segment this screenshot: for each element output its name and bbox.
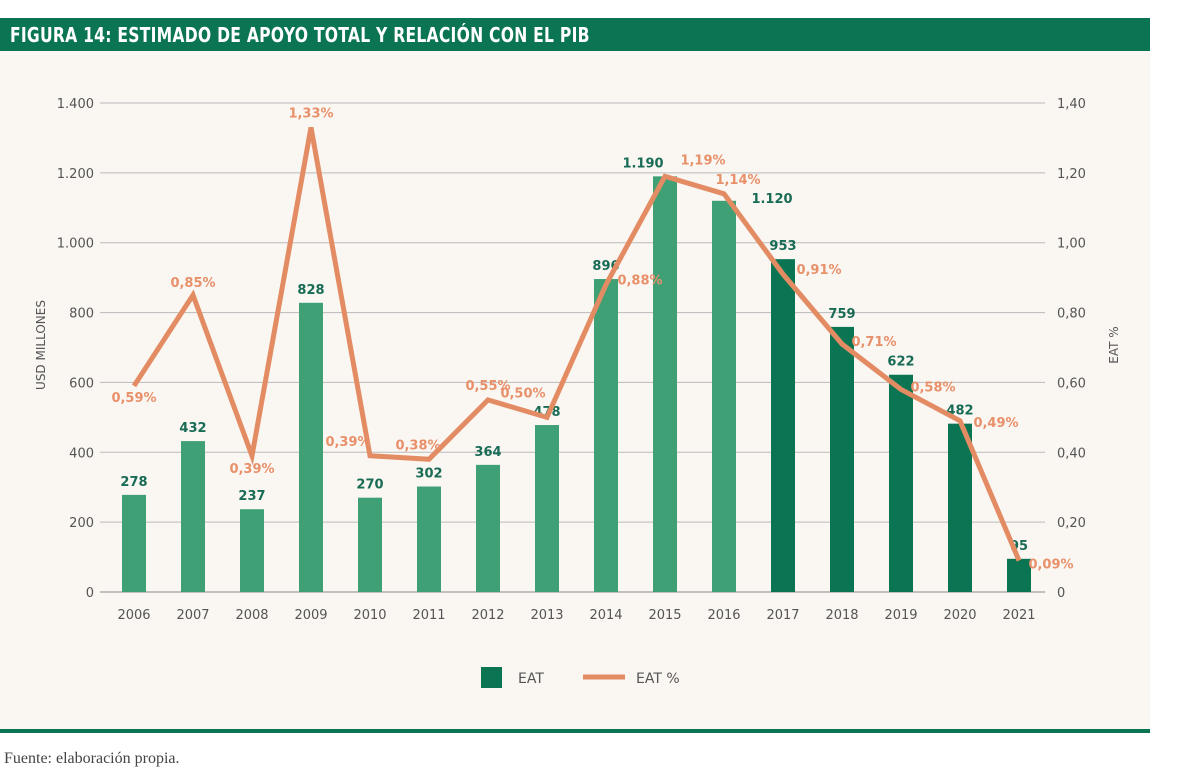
y-tick-label: 400 (69, 446, 94, 461)
x-tick-label: 2012 (471, 608, 504, 623)
x-tick-label: 2014 (589, 608, 622, 623)
bar-value-label: 759 (828, 307, 855, 322)
bar-value-label: 302 (415, 467, 442, 482)
chart-panel (0, 51, 1150, 729)
y2-tick-label: 1,00 (1057, 237, 1086, 252)
x-tick-label: 2021 (1002, 608, 1035, 623)
y-tick-label: 0 (86, 586, 94, 601)
line-value-label: 0,58% (910, 380, 955, 395)
figure-title: FIGURA 14: ESTIMADO DE APOYO TOTAL Y REL… (10, 23, 590, 47)
y2-tick-label: 0,40 (1057, 446, 1086, 461)
y-tick-label: 800 (69, 307, 94, 322)
y2-tick-label: 1,20 (1057, 167, 1086, 182)
bar-value-label: 278 (120, 475, 147, 490)
line-value-label: 0,88% (617, 274, 662, 289)
bar-2014 (594, 279, 618, 592)
bar-2009 (299, 302, 323, 592)
bar-2015 (653, 176, 677, 592)
x-tick-label: 2017 (766, 608, 799, 623)
bar-value-label: 270 (356, 478, 383, 493)
line-value-label: 0,91% (796, 263, 841, 278)
eat-percent-line (131, 127, 1022, 562)
bar-value-label: 828 (297, 283, 324, 298)
bottom-rule (0, 729, 1150, 733)
x-tick-label: 2013 (530, 608, 563, 623)
y2-tick-label: 0,20 (1057, 516, 1086, 531)
x-tick-label: 2010 (353, 608, 386, 623)
x-tick-label: 2009 (294, 608, 327, 623)
line-value-label: 1,14% (715, 173, 760, 188)
bar-2020 (948, 423, 972, 592)
line-value-label: 0,49% (973, 416, 1018, 431)
y2-tick-label: 0,60 (1057, 376, 1086, 391)
bar-2010 (358, 497, 382, 592)
bar-2008 (240, 509, 264, 592)
bar-value-label: 953 (769, 239, 796, 254)
x-tick-label: 2008 (235, 608, 268, 623)
y2-tick-label: 0 (1057, 586, 1065, 601)
line-value-label: 0,55% (465, 379, 510, 394)
x-tick-label: 2011 (412, 608, 445, 623)
bar-2021 (1007, 558, 1031, 592)
bar-2016 (712, 200, 736, 593)
bar-value-label: 364 (474, 445, 501, 460)
bar-2012 (476, 464, 500, 592)
bar-value-label: 237 (238, 489, 265, 504)
x-tick-label: 2016 (707, 608, 740, 623)
bar-value-label: 622 (887, 355, 914, 370)
bar-value-label: 432 (179, 421, 206, 436)
bar-2011 (417, 486, 441, 592)
x-tick-label: 2018 (825, 608, 858, 623)
y2-tick-label: 0,80 (1057, 307, 1086, 322)
legend-swatch-eat (481, 667, 502, 688)
line-value-label: 0,09% (1028, 558, 1073, 573)
line-value-label: 1,33% (288, 106, 333, 121)
bar-2007 (181, 441, 205, 592)
y2-axis-label: EAT % (1107, 326, 1121, 363)
figure-title-bar: FIGURA 14: ESTIMADO DE APOYO TOTAL Y REL… (0, 18, 1150, 51)
y-tick-label: 1.400 (57, 97, 94, 112)
line-value-label: 0,71% (851, 335, 896, 350)
bar-2018 (830, 326, 854, 592)
bar-2013 (535, 425, 559, 592)
legend-label-eat: EAT (518, 671, 544, 687)
x-tick-label: 2019 (884, 608, 917, 623)
bar-2017 (771, 259, 795, 592)
line-value-label: 0,50% (500, 386, 545, 401)
x-tick-label: 2015 (648, 608, 681, 623)
line-value-label: 0,38% (395, 438, 440, 453)
legend-label-eat-percent: EAT % (636, 671, 680, 687)
y-axis-label: USD MILLONES (34, 300, 48, 390)
line-value-label: 0,85% (170, 276, 215, 291)
line-value-label: 1,19% (680, 153, 725, 168)
x-tick-label: 2007 (176, 608, 209, 623)
y-tick-label: 1.200 (57, 167, 94, 182)
bar-value-label: 1.190 (622, 156, 663, 171)
y2-tick-label: 1,40 (1057, 97, 1086, 112)
bar-value-label: 1.120 (751, 192, 792, 207)
line-value-label: 0,39% (325, 435, 370, 450)
line-value-label: 0,39% (229, 462, 274, 477)
x-tick-label: 2006 (117, 608, 150, 623)
y-tick-label: 1.000 (57, 237, 94, 252)
bar-2019 (889, 374, 913, 592)
y-tick-label: 200 (69, 516, 94, 531)
source-note: Fuente: elaboración propia. (4, 750, 180, 767)
x-tick-label: 2020 (943, 608, 976, 623)
bar-2006 (122, 494, 146, 592)
y-tick-label: 600 (69, 376, 94, 391)
line-value-label: 0,59% (111, 391, 156, 406)
